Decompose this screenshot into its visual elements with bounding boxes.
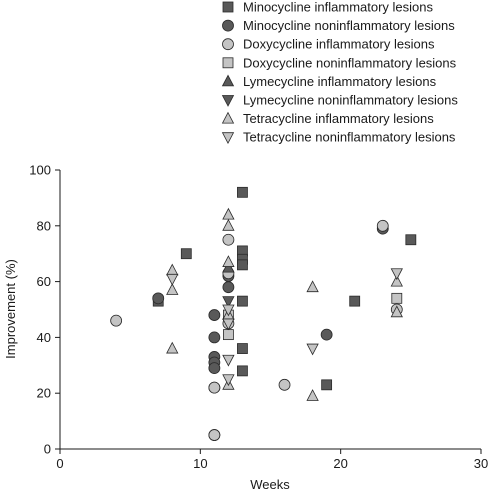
chart-axes: [59, 170, 481, 450]
data-point: [237, 365, 248, 377]
x-axis-label: Weeks: [250, 477, 290, 492]
x-tick-label: 0: [56, 456, 63, 471]
legend-marker: [222, 1, 234, 13]
data-point: [222, 304, 235, 317]
legend-marker: [221, 111, 235, 124]
legend-label: Lymecycline noninflammatory lesions: [243, 93, 458, 108]
data-point: [405, 234, 417, 246]
legend-label: Tetracycline noninflammatory lesions: [243, 130, 456, 145]
data-point: [390, 268, 403, 281]
data-point: [166, 273, 179, 286]
y-tick-label: 0: [44, 442, 51, 457]
data-point: [222, 233, 235, 246]
x-tick-label: 10: [193, 456, 207, 471]
data-point: [166, 341, 179, 354]
legend-label: Minocycline inflammatory lesions: [243, 0, 434, 15]
data-point: [237, 295, 248, 307]
data-point: [278, 378, 291, 391]
data-point: [208, 429, 221, 441]
data-point: [321, 379, 333, 391]
y-tick-label: 100: [29, 163, 51, 178]
y-tick-label: 40: [37, 330, 51, 345]
chart-legend: Minocycline inflammatory lesions Minocycl…: [221, 0, 458, 145]
data-point: [237, 186, 248, 198]
data-point: [166, 263, 179, 276]
data-point: [306, 389, 319, 401]
legend-marker: [222, 38, 234, 51]
data-point: [222, 255, 235, 267]
legend-label: Minocycline noninflammatory lesions: [243, 18, 455, 33]
data-point: [208, 331, 221, 344]
data-point: [222, 374, 235, 387]
legend-label: Doxycycline noninflammatory lesions: [243, 55, 457, 70]
data-point: [222, 218, 235, 231]
legend-marker: [222, 19, 234, 32]
data-point: [222, 318, 235, 331]
data-point: [222, 354, 235, 367]
legend-marker: [221, 74, 235, 87]
y-axis-label: Improvement (%): [3, 259, 18, 359]
x-tick-label: 30: [474, 456, 488, 471]
data-point: [306, 343, 319, 356]
data-point: [110, 314, 123, 327]
y-tick-label: 80: [37, 218, 51, 233]
legend-marker: [221, 132, 235, 145]
data-point: [208, 362, 221, 374]
data-point: [208, 309, 221, 321]
data-point: [222, 296, 235, 308]
data-point: [237, 343, 248, 354]
data-points: [110, 186, 417, 441]
data-point: [349, 295, 361, 307]
data-point: [208, 381, 221, 394]
legend-label: Tetracycline inflammatory lesions: [243, 111, 434, 126]
data-point: [222, 329, 234, 341]
data-point: [391, 292, 403, 304]
data-point: [222, 207, 235, 220]
axis-ticks: 0 10 20 30 0 20 40 60 80 100: [29, 163, 488, 472]
legend-label: Lymecycline inflammatory lesions: [243, 74, 437, 89]
data-point: [390, 305, 403, 318]
data-point: [166, 283, 179, 295]
legend-label: Doxycycline inflammatory lesions: [243, 37, 435, 52]
y-tick-label: 20: [37, 386, 51, 401]
data-point: [320, 328, 333, 341]
data-point: [390, 274, 403, 287]
y-tick-label: 60: [37, 274, 51, 289]
legend-marker: [222, 57, 234, 69]
data-point: [180, 248, 192, 260]
data-point: [306, 280, 319, 293]
data-point: [376, 219, 389, 232]
data-point: [237, 259, 248, 271]
x-tick-label: 20: [333, 456, 347, 471]
legend-marker: [221, 95, 235, 107]
data-point: [222, 281, 235, 294]
data-point: [152, 292, 165, 305]
